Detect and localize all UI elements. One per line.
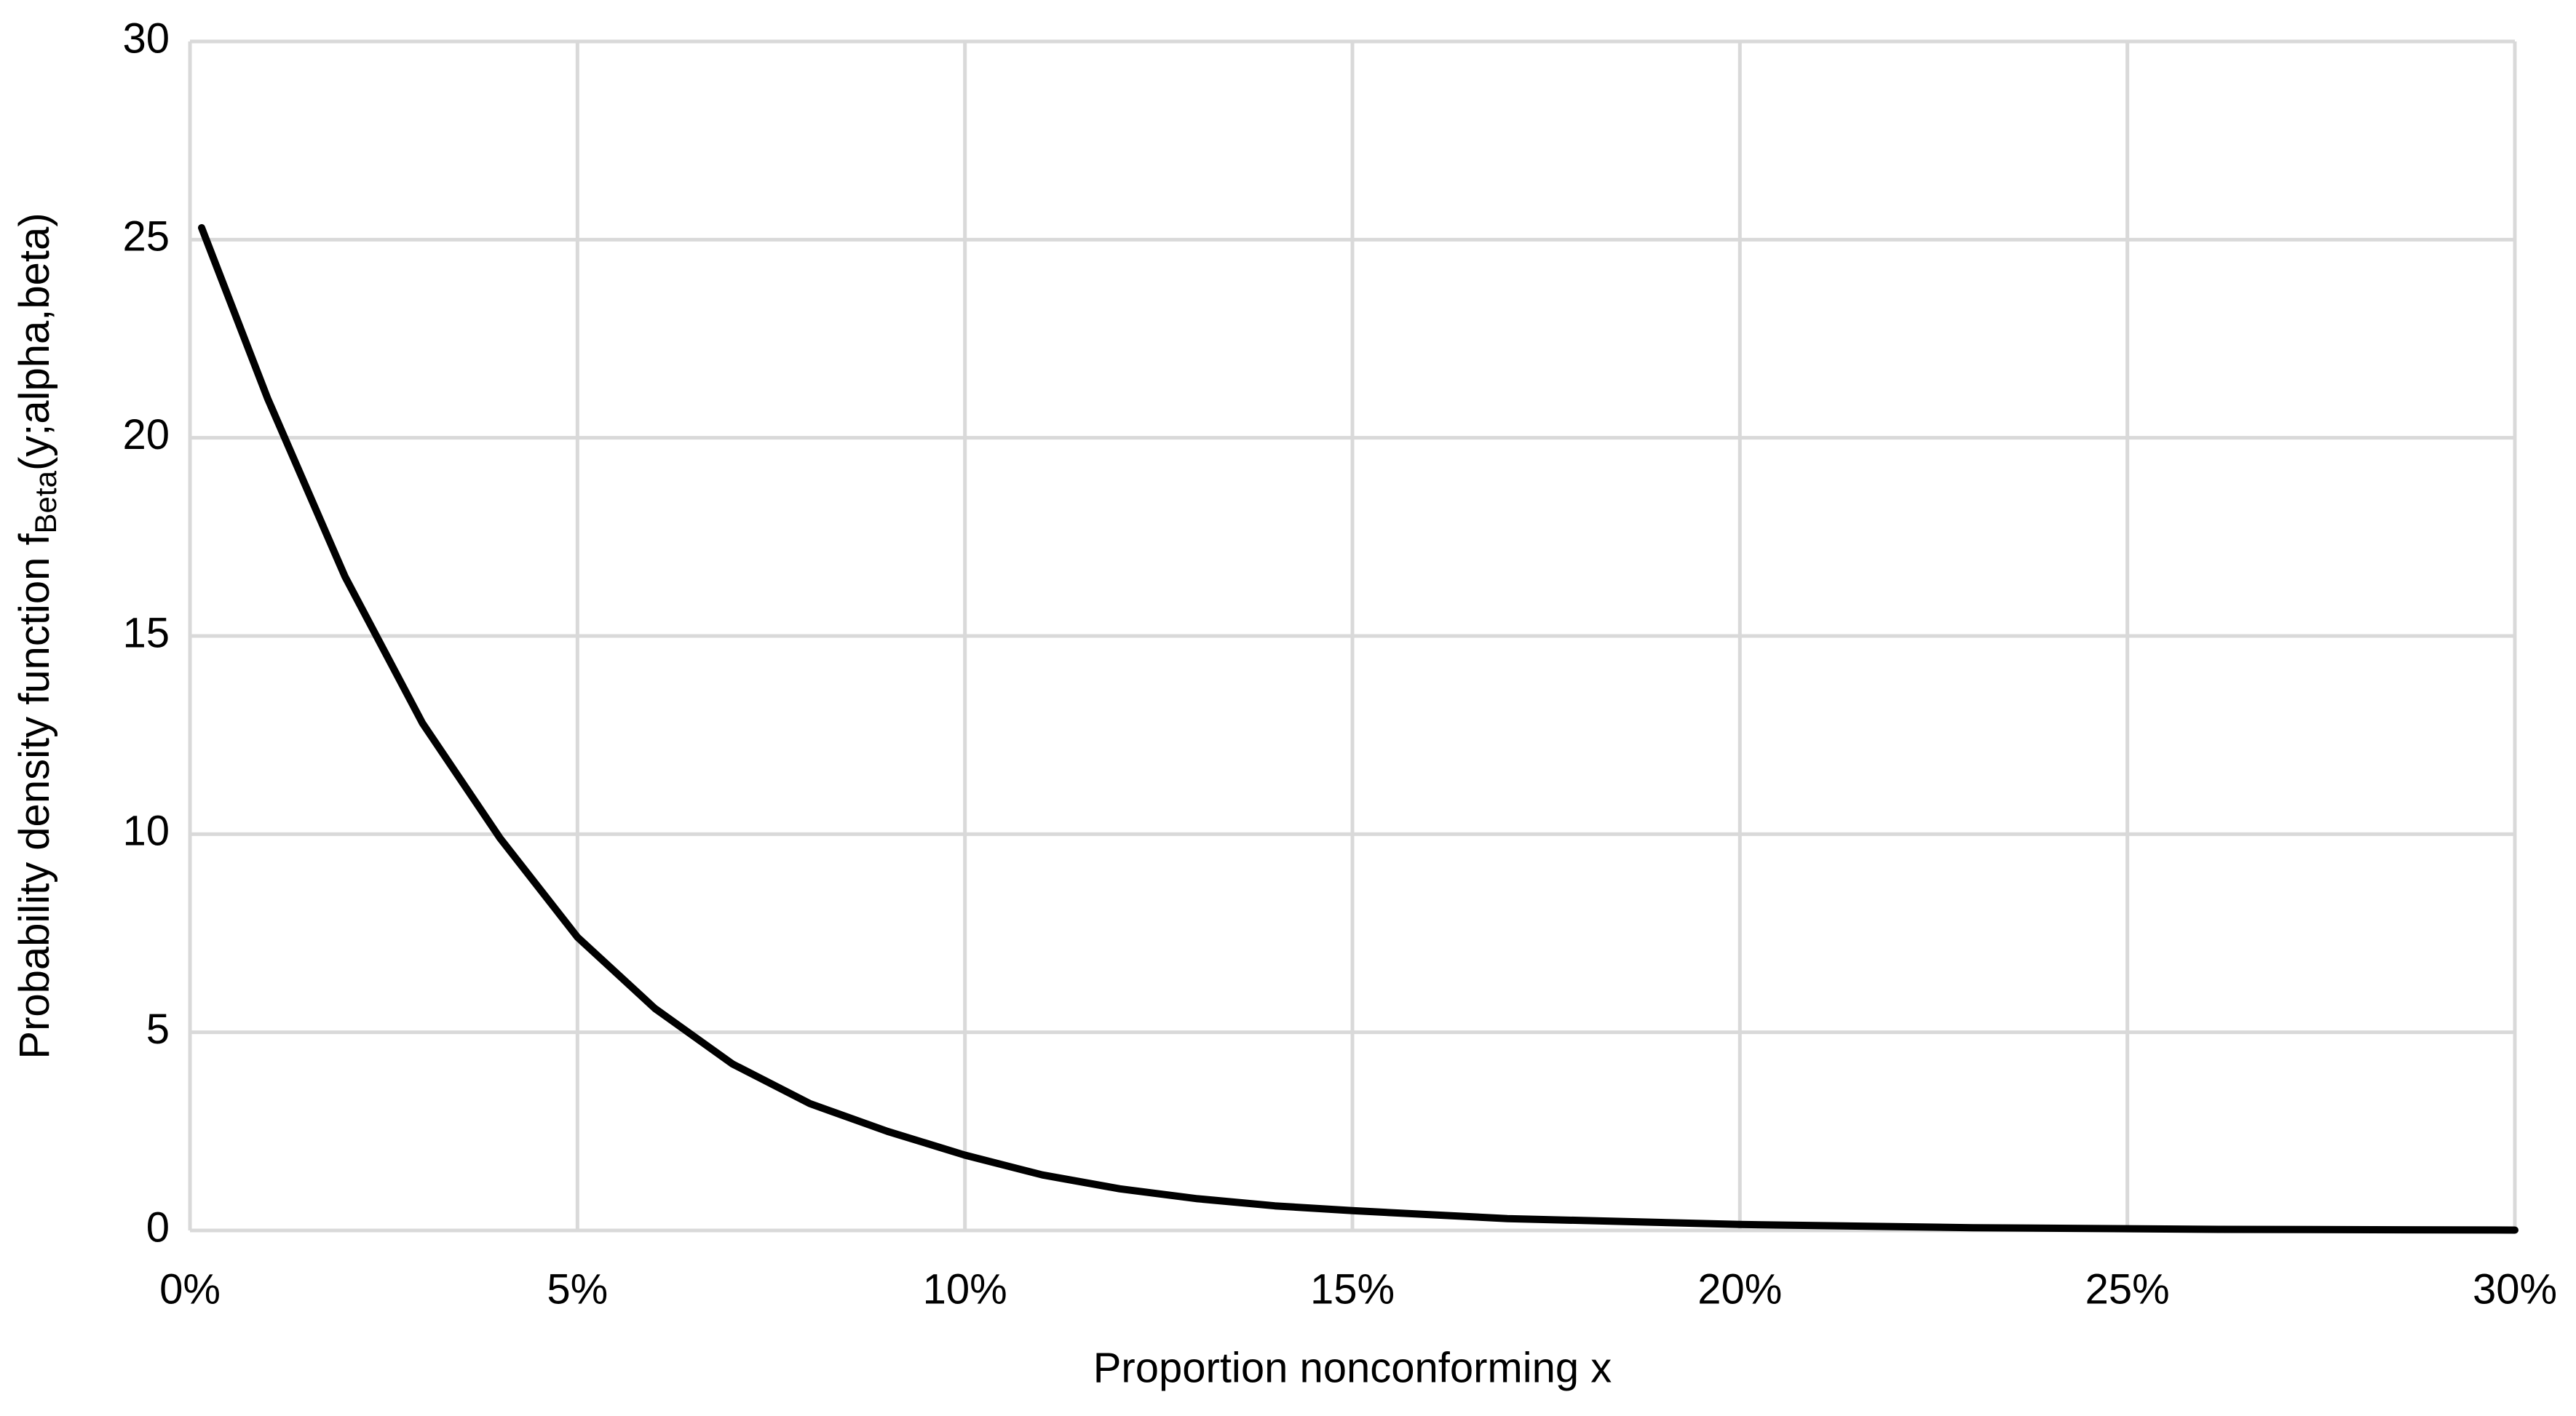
- x-tick-label: 20%: [1697, 1265, 1782, 1313]
- y-tick-label: 30: [122, 15, 170, 62]
- x-tick-label: 15%: [1310, 1265, 1395, 1313]
- y-tick-label: 20: [122, 411, 170, 458]
- x-axis-label: Proportion nonconforming x: [1093, 1344, 1612, 1391]
- line: [198, 224, 2518, 1234]
- y-tick-label: 0: [146, 1204, 170, 1251]
- y-label-subscript: Beta: [28, 470, 63, 533]
- grid: [188, 39, 2517, 1233]
- x-tick-label: 30%: [2473, 1265, 2557, 1313]
- y-tick-label: 15: [122, 609, 170, 656]
- x-tick-label: 25%: [2085, 1265, 2170, 1313]
- x-tick-label: 5%: [547, 1265, 608, 1313]
- y-label-suffix: (y;alpha,beta): [11, 212, 58, 471]
- x-tick-label: 10%: [923, 1265, 1007, 1313]
- y-axis-label: Probability density function fBeta(y;alp…: [11, 212, 63, 1059]
- x-tick-label: 0%: [159, 1265, 221, 1313]
- y-tick-label: 25: [122, 213, 170, 260]
- y-tick-label: 10: [122, 808, 170, 855]
- y-tick-label: 5: [146, 1006, 170, 1053]
- y-label-main: Probability density function f: [11, 533, 58, 1059]
